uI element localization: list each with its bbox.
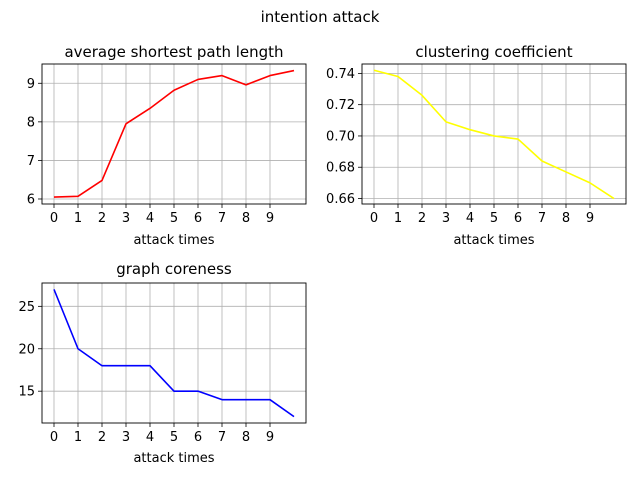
x-tick-label: 5 xyxy=(170,430,178,445)
y-tick-label: 20 xyxy=(18,342,35,357)
x-tick-label: 7 xyxy=(218,430,226,445)
y-tick-label: 0.72 xyxy=(326,98,355,113)
y-tick-label: 9 xyxy=(27,77,35,92)
y-tick-label: 6 xyxy=(27,192,35,207)
x-tick-label: 0 xyxy=(50,430,58,445)
x-tick-label: 6 xyxy=(194,430,202,445)
x-tick-label: 1 xyxy=(74,430,82,445)
x-tick-label: 4 xyxy=(146,211,154,226)
subplot-average-shortest-path-length: average shortest path length attack time… xyxy=(27,43,306,248)
subplot-title: average shortest path length xyxy=(64,43,283,61)
y-tick-label: 0.66 xyxy=(326,192,355,207)
x-tick-label: 8 xyxy=(242,430,250,445)
subplot-title: graph coreness xyxy=(116,260,232,278)
x-axis-label: attack times xyxy=(453,233,534,248)
y-tick-label: 8 xyxy=(27,115,35,130)
x-tick-label: 3 xyxy=(122,211,130,226)
figure-title: intention attack xyxy=(261,8,380,26)
x-tick-label: 8 xyxy=(562,211,570,226)
x-tick-label: 8 xyxy=(242,211,250,226)
x-tick-label: 2 xyxy=(98,211,106,226)
x-tick-label: 6 xyxy=(194,211,202,226)
x-tick-label: 9 xyxy=(266,211,274,226)
x-tick-label: 9 xyxy=(586,211,594,226)
x-tick-label: 3 xyxy=(442,211,450,226)
y-tick-label: 0.70 xyxy=(326,129,355,144)
x-tick-label: 5 xyxy=(490,211,498,226)
x-tick-label: 1 xyxy=(74,211,82,226)
x-tick-label: 2 xyxy=(98,430,106,445)
subplot-graph-coreness: graph coreness attack times 0 1 2 3 4 5 6 7 8 9 15… xyxy=(18,260,306,466)
x-tick-label: 5 xyxy=(170,211,178,226)
x-tick-label: 7 xyxy=(538,211,546,226)
x-tick-label: 7 xyxy=(218,211,226,226)
x-tick-label: 6 xyxy=(514,211,522,226)
y-tick-label: 15 xyxy=(18,385,35,400)
y-tick-label: 0.68 xyxy=(326,161,355,176)
x-tick-label: 4 xyxy=(146,430,154,445)
subplot-title: clustering coefficient xyxy=(415,43,572,61)
x-tick-label: 0 xyxy=(50,211,58,226)
x-tick-label: 2 xyxy=(418,211,426,226)
y-tick-label: 25 xyxy=(18,300,35,315)
x-tick-label: 9 xyxy=(266,430,274,445)
x-tick-label: 3 xyxy=(122,430,130,445)
x-axis-label: attack times xyxy=(133,233,214,248)
x-tick-label: 4 xyxy=(466,211,474,226)
x-axis-label: attack times xyxy=(133,451,214,466)
subplot-clustering-coefficient: clustering coefficient attack times 0 1 2 3… xyxy=(326,43,626,248)
x-tick-label: 1 xyxy=(394,211,402,226)
x-tick-label: 0 xyxy=(370,211,378,226)
y-tick-label: 0.74 xyxy=(326,67,355,82)
y-tick-label: 7 xyxy=(27,154,35,169)
